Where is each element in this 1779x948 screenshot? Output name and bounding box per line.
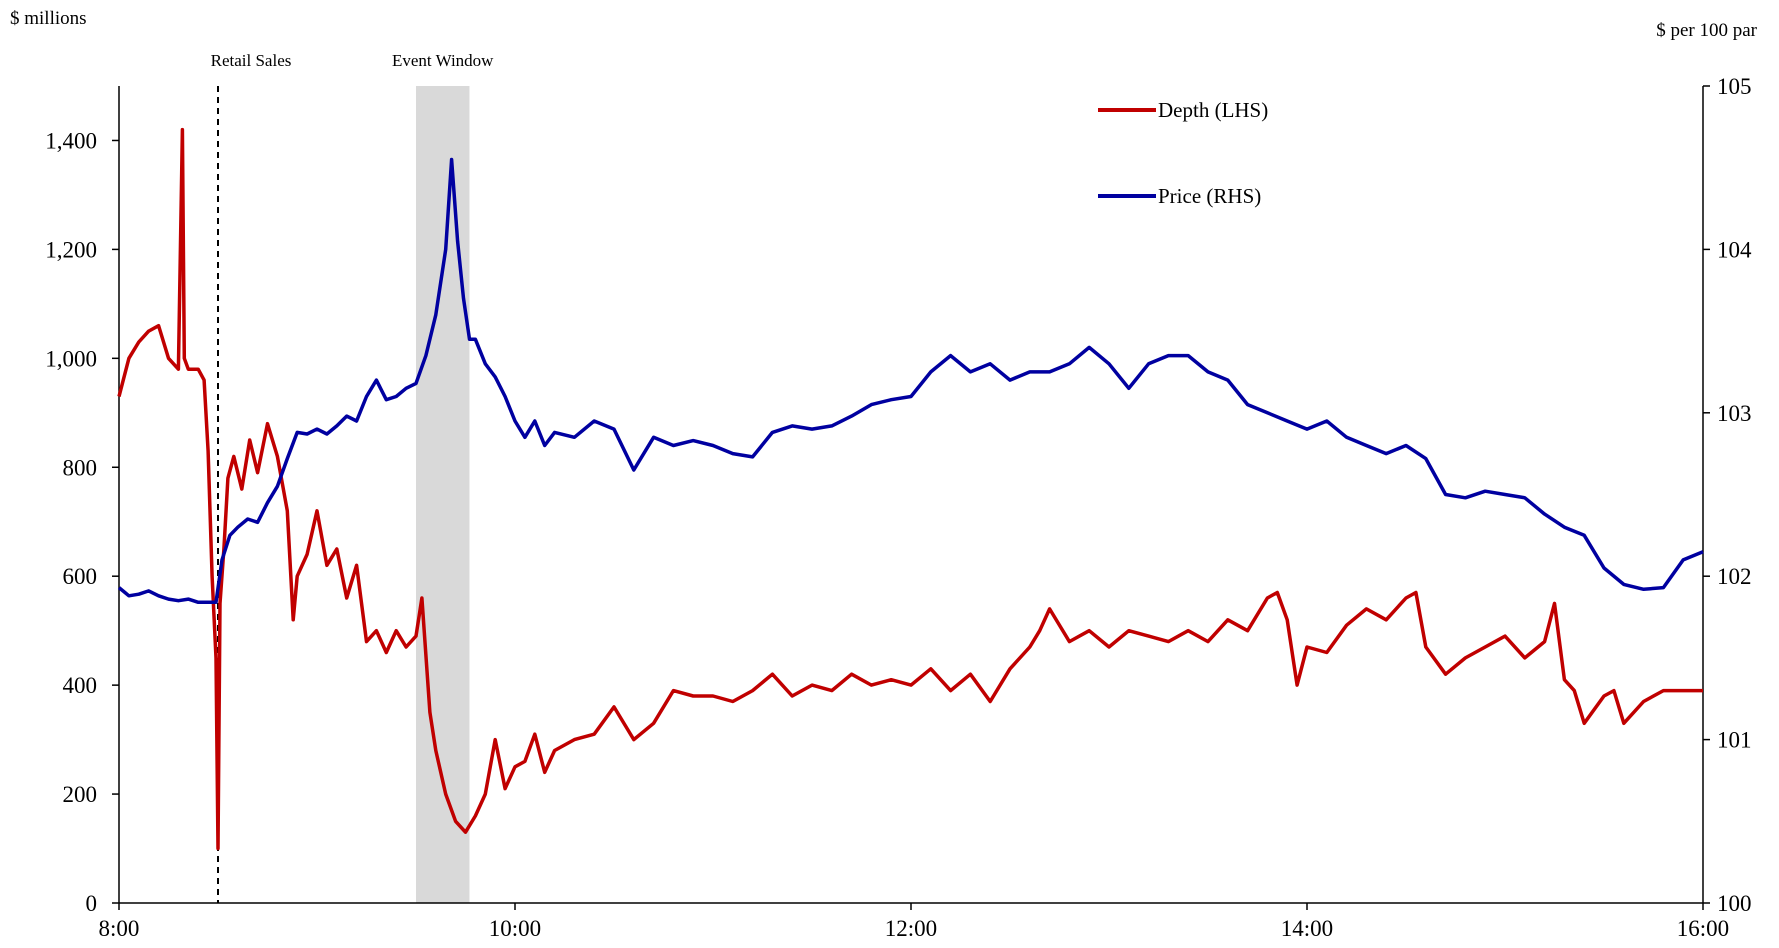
y-left-tick-label: 1,200 xyxy=(45,237,97,262)
y-left-tick-label: 1,400 xyxy=(45,128,97,153)
y-right-tick-label: 100 xyxy=(1717,891,1752,916)
y-left-tick-label: 400 xyxy=(63,673,98,698)
y-left-tick-label: 800 xyxy=(63,455,98,480)
price-series-line xyxy=(119,160,1703,603)
legend-label: Depth (LHS) xyxy=(1158,98,1268,122)
y-right-tick-label: 101 xyxy=(1717,728,1752,753)
y-right-tick-label: 102 xyxy=(1717,564,1752,589)
y-left-tick-label: 1,000 xyxy=(45,346,97,371)
y-left-tick-label: 200 xyxy=(63,782,98,807)
x-tick-label: 16:00 xyxy=(1677,916,1729,941)
y-right-tick-label: 104 xyxy=(1717,237,1752,262)
legend: Depth (LHS) Price (RHS) xyxy=(1098,98,1268,208)
x-tick-label: 8:00 xyxy=(99,916,140,941)
x-tick-label: 12:00 xyxy=(885,916,937,941)
y-right-tick-label: 105 xyxy=(1717,74,1752,99)
x-tick-label: 10:00 xyxy=(489,916,541,941)
y-right-tick-label: 103 xyxy=(1717,401,1752,426)
axes-layer xyxy=(119,86,1703,903)
tick-layer: 8:00 10:00 12:00 14:00 16:00 0 200 400 600 800 1,0… xyxy=(45,74,1752,941)
y-left-tick-label: 600 xyxy=(63,564,98,589)
retail-sales-label: Retail Sales xyxy=(211,51,292,70)
y-left-tick-label: 0 xyxy=(86,891,98,916)
event-window-label: Event Window xyxy=(392,51,494,70)
series-layer xyxy=(119,130,1703,849)
depth-series-line xyxy=(119,130,1703,849)
legend-label: Price (RHS) xyxy=(1158,184,1261,208)
x-tick-label: 14:00 xyxy=(1281,916,1333,941)
